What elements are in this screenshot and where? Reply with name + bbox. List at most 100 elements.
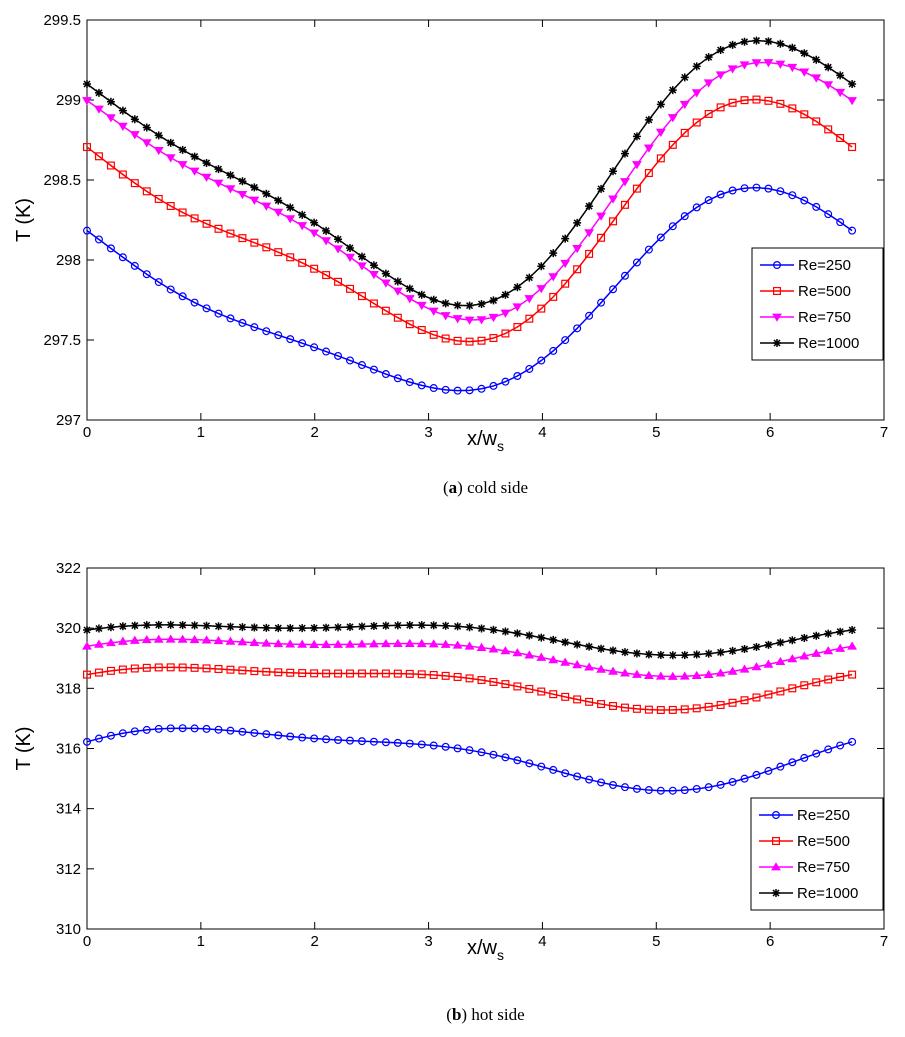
data-point (429, 295, 438, 304)
data-point (250, 667, 259, 676)
data-point (154, 131, 163, 140)
data-point (214, 224, 223, 233)
data-point (609, 646, 618, 655)
x-tick-label: 7 (880, 933, 888, 950)
y-tick-label: 316 (56, 741, 81, 758)
data-point (776, 762, 785, 771)
data-point (465, 623, 474, 632)
data-point (513, 756, 522, 765)
data-point (751, 662, 762, 671)
data-point (405, 320, 414, 329)
data-point (441, 742, 450, 751)
data-point (334, 735, 343, 744)
data-point (824, 125, 833, 134)
data-point (225, 636, 236, 645)
data-point (346, 243, 355, 252)
data-point (154, 278, 163, 287)
data-point (346, 622, 355, 631)
data-point (548, 655, 559, 664)
y-tick-label: 320 (56, 620, 81, 637)
data-point (704, 109, 713, 118)
data-point (286, 203, 295, 212)
data-point (357, 252, 366, 261)
data-point (812, 631, 821, 640)
data-point (322, 226, 331, 235)
data-point (381, 269, 390, 278)
data-point (597, 644, 606, 653)
data-point (608, 666, 618, 675)
data-point (82, 97, 92, 106)
data-point (573, 218, 582, 227)
y-tick-label: 297.5 (43, 332, 81, 349)
data-point (848, 143, 857, 152)
data-point (680, 128, 689, 137)
data-point (585, 202, 594, 211)
caption-open: ( (446, 1005, 452, 1024)
data-point (692, 203, 701, 212)
data-point (704, 702, 713, 711)
data-point (94, 639, 104, 648)
data-point (285, 215, 296, 224)
data-point (334, 623, 343, 632)
data-point (226, 314, 235, 323)
y-tick-label: 318 (56, 680, 81, 697)
data-point (178, 292, 187, 301)
data-point (549, 292, 558, 301)
data-point (357, 639, 367, 648)
data-point (585, 697, 594, 706)
data-point (405, 669, 414, 678)
data-point (297, 639, 308, 648)
data-point (477, 676, 486, 685)
data-point (310, 734, 319, 743)
data-point (596, 664, 606, 673)
data-point (262, 667, 271, 676)
data-point (823, 646, 834, 655)
data-point (118, 729, 127, 738)
caption-text: ) cold side (457, 478, 528, 497)
data-point (286, 624, 295, 633)
data-point (739, 61, 750, 70)
data-point (201, 173, 212, 182)
data-point (441, 671, 450, 680)
data-point (274, 248, 283, 257)
data-point (106, 637, 116, 647)
data-point (549, 346, 558, 355)
data-point (238, 623, 247, 632)
data-point (357, 361, 366, 370)
x-tick-label: 6 (766, 424, 774, 441)
data-point (776, 99, 785, 108)
x-tick-label: 2 (311, 933, 319, 950)
data-point (848, 625, 857, 634)
data-point (597, 184, 606, 193)
data-point (262, 243, 271, 252)
data-point (190, 724, 199, 733)
data-point (94, 152, 103, 161)
data-point (190, 298, 199, 307)
data-point (513, 372, 522, 381)
data-point (691, 670, 702, 680)
legend-marker (772, 313, 782, 322)
data-point (106, 97, 115, 106)
data-point (572, 660, 583, 669)
data-point (441, 299, 450, 308)
y-tick-label: 299 (56, 92, 81, 109)
data-point (178, 145, 187, 154)
data-point (82, 670, 91, 679)
data-point (679, 671, 690, 680)
data-point (609, 780, 618, 789)
data-point (94, 624, 103, 633)
data-point (440, 639, 451, 648)
x-tick-label: 0 (83, 424, 91, 441)
data-point (130, 621, 139, 630)
data-point (513, 283, 522, 292)
data-point (848, 737, 857, 746)
data-point (680, 212, 689, 221)
data-point (788, 104, 797, 113)
data-point (322, 347, 331, 356)
data-point (262, 623, 271, 632)
data-point (250, 623, 259, 632)
data-point (824, 675, 833, 684)
data-point (848, 670, 857, 679)
data-point (763, 59, 774, 68)
data-point (703, 669, 714, 678)
